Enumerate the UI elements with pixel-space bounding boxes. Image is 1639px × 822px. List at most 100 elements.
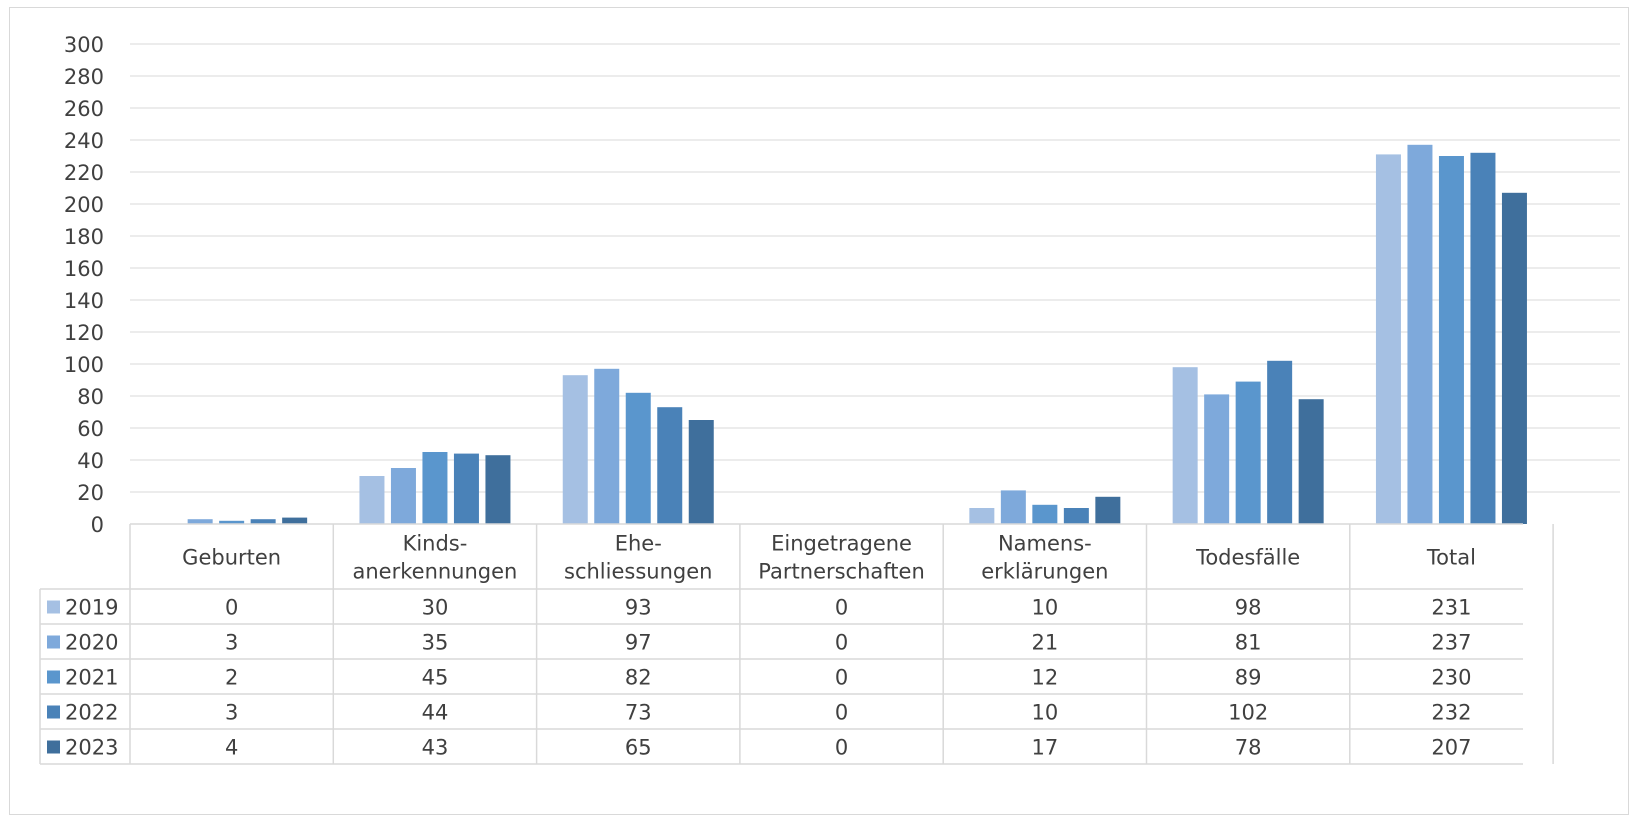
data-table-value: 30 xyxy=(422,596,449,620)
data-table-value: 44 xyxy=(422,701,449,725)
category-label: Namens- xyxy=(998,532,1092,556)
bar xyxy=(359,476,385,524)
data-table-value: 82 xyxy=(625,666,652,690)
bar xyxy=(1095,496,1121,524)
bar xyxy=(1298,399,1324,524)
bar xyxy=(1032,504,1058,524)
bar xyxy=(562,375,588,524)
bar xyxy=(282,517,308,524)
data-table-value: 65 xyxy=(625,736,652,760)
y-tick-label: 300 xyxy=(64,33,104,57)
bar xyxy=(1063,508,1089,524)
bar xyxy=(187,519,213,524)
data-table-value: 10 xyxy=(1031,596,1058,620)
bar xyxy=(1438,156,1464,524)
data-table-value: 207 xyxy=(1431,736,1471,760)
data-table-value: 35 xyxy=(422,631,449,655)
y-tick-label: 100 xyxy=(64,353,104,377)
data-table-value: 17 xyxy=(1031,736,1058,760)
y-tick-label: 280 xyxy=(64,65,104,89)
y-tick-label: 60 xyxy=(77,417,104,441)
data-table-value: 12 xyxy=(1031,666,1058,690)
data-table-value: 98 xyxy=(1235,596,1262,620)
y-tick-label: 20 xyxy=(77,481,104,505)
bar xyxy=(485,455,511,524)
bar xyxy=(1172,367,1198,524)
data-table-value: 0 xyxy=(225,596,238,620)
y-tick-label: 0 xyxy=(91,513,104,537)
bar xyxy=(1235,381,1261,524)
data-table-value: 10 xyxy=(1031,701,1058,725)
bar xyxy=(1470,152,1496,525)
data-table-value: 2 xyxy=(225,666,238,690)
data-table-value: 0 xyxy=(835,701,848,725)
y-tick-label: 80 xyxy=(77,385,104,409)
bar xyxy=(1375,154,1401,524)
bar xyxy=(219,520,245,524)
legend-label: 2019 xyxy=(65,596,118,620)
legend-label: 2021 xyxy=(65,666,118,690)
bar xyxy=(969,508,995,524)
bar xyxy=(390,468,416,524)
data-table-value: 237 xyxy=(1431,631,1471,655)
y-tick-label: 220 xyxy=(64,161,104,185)
data-table-value: 0 xyxy=(835,666,848,690)
data-table-value: 232 xyxy=(1431,701,1471,725)
bar xyxy=(1204,394,1230,524)
category-label: schliessungen xyxy=(564,560,712,584)
category-label: Total xyxy=(1426,546,1476,570)
data-table-value: 0 xyxy=(835,596,848,620)
bar xyxy=(594,368,620,524)
y-tick-label: 120 xyxy=(64,321,104,345)
data-table-value: 45 xyxy=(422,666,449,690)
data-table-value: 0 xyxy=(835,631,848,655)
data-table-value: 97 xyxy=(625,631,652,655)
y-tick-label: 140 xyxy=(64,289,104,313)
legend-key xyxy=(47,705,60,719)
data-table-value: 43 xyxy=(422,736,449,760)
bar xyxy=(1000,490,1026,524)
data-table-value: 4 xyxy=(225,736,238,760)
y-tick-label: 160 xyxy=(64,257,104,281)
data-table-value: 231 xyxy=(1431,596,1471,620)
legend-label: 2023 xyxy=(65,736,118,760)
bar xyxy=(422,452,448,524)
category-label: Partnerschaften xyxy=(758,560,924,584)
bar xyxy=(1267,360,1293,524)
bar xyxy=(1407,144,1433,525)
y-tick-label: 40 xyxy=(77,449,104,473)
category-label: erklärungen xyxy=(981,560,1108,584)
data-table-value: 73 xyxy=(625,701,652,725)
legend-key xyxy=(47,635,60,649)
data-table-value: 89 xyxy=(1235,666,1262,690)
legend-key xyxy=(47,600,60,614)
data-table-value: 93 xyxy=(625,596,652,620)
category-label: Ehe- xyxy=(615,532,662,556)
bar xyxy=(250,519,276,524)
bar xyxy=(625,392,651,524)
data-table-value: 0 xyxy=(835,736,848,760)
legend-key xyxy=(47,740,60,754)
data-table-value: 3 xyxy=(225,701,238,725)
chart-frame xyxy=(9,7,1629,815)
bar xyxy=(657,407,683,524)
legend-label: 2020 xyxy=(65,631,118,655)
bar xyxy=(1501,192,1527,525)
data-table-value: 81 xyxy=(1235,631,1262,655)
y-tick-label: 200 xyxy=(64,193,104,217)
category-label: Kinds- xyxy=(403,532,468,556)
legend-key xyxy=(47,670,60,684)
y-tick-label: 180 xyxy=(64,225,104,249)
data-table-value: 78 xyxy=(1235,736,1262,760)
data-table-value: 102 xyxy=(1228,701,1268,725)
category-label: anerkennungen xyxy=(353,560,518,584)
bar xyxy=(688,420,714,524)
category-label: Eingetragene xyxy=(771,532,912,556)
legend-label: 2022 xyxy=(65,701,118,725)
data-table-value: 21 xyxy=(1031,631,1058,655)
y-tick-label: 240 xyxy=(64,129,104,153)
category-label: Geburten xyxy=(182,546,281,570)
category-label: Todesfälle xyxy=(1195,546,1300,570)
data-table-value: 3 xyxy=(225,631,238,655)
